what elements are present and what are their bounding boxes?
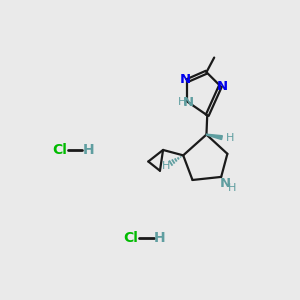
Text: N: N [180,74,191,86]
Text: N: N [220,177,231,190]
Text: H: H [154,231,166,245]
Text: N: N [182,96,194,109]
Text: H: H [228,183,236,193]
Text: Cl: Cl [123,231,138,245]
Text: H: H [83,143,94,157]
Text: Cl: Cl [52,143,67,157]
Text: H: H [162,161,170,171]
Text: H: H [178,97,186,107]
Text: N: N [216,80,227,92]
Text: H: H [226,133,234,142]
Polygon shape [206,134,222,140]
